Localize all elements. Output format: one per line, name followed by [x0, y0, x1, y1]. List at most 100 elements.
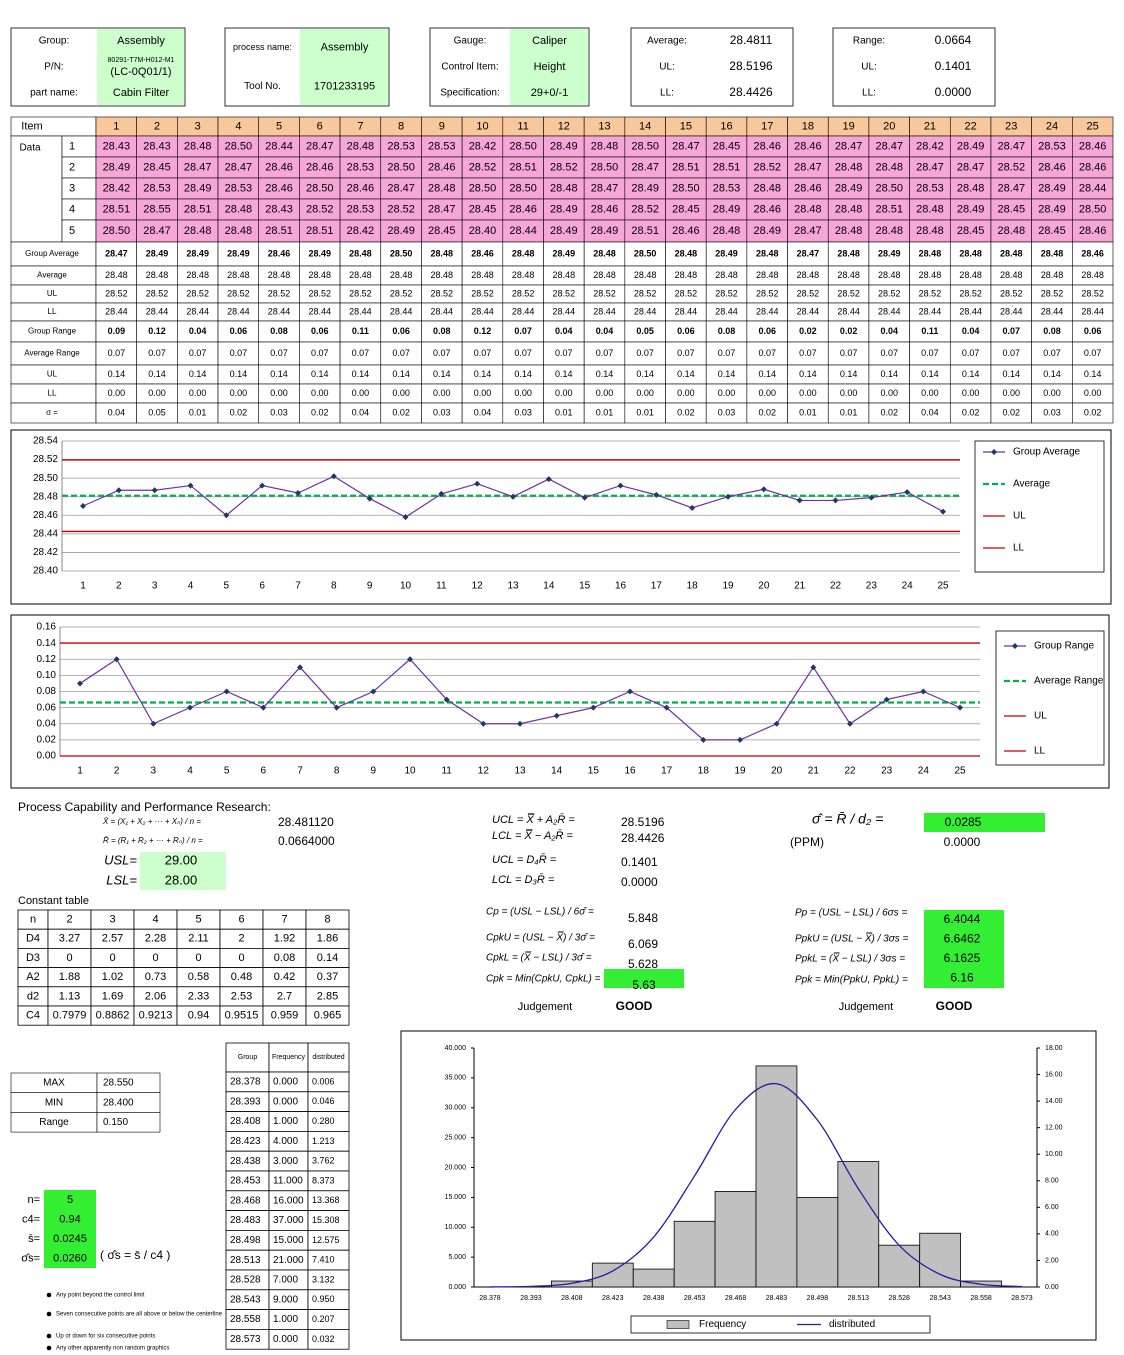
stat-cell: 28.44 — [431, 306, 454, 316]
distribution-curve — [489, 1083, 1023, 1288]
range-label: MAX — [43, 1078, 65, 1089]
x-tick-label: 24 — [918, 766, 930, 777]
stat-cell: 28.46 — [471, 248, 494, 258]
data-cell: 28.52 — [306, 203, 334, 215]
data-cell: 28.53 — [225, 182, 253, 194]
stat-cell: 0.00 — [1043, 388, 1061, 398]
stat-cell: 0.00 — [840, 388, 858, 398]
data-cell: 28.47 — [306, 140, 334, 152]
data-cell: 28.50 — [1079, 203, 1107, 215]
formula: Pp = (USL − LSL) / 6σs = — [795, 908, 907, 919]
stat-cell: 28.50 — [390, 248, 413, 258]
stat-cell: 0.00 — [799, 388, 817, 398]
data-cell: 28.46 — [591, 203, 619, 215]
stat-cell: 0.14 — [311, 369, 329, 379]
data-cell: 28.47 — [184, 161, 212, 173]
stat-cell: 0.00 — [108, 388, 126, 398]
freq-cell: 0.000 — [273, 1077, 298, 1088]
freq-cell: 28.573 — [230, 1334, 261, 1345]
y-tick-label: 0.14 — [37, 638, 57, 649]
stat-cell: 28.44 — [1041, 306, 1064, 316]
legend — [630, 1315, 931, 1334]
stat-cell: 0.08 — [433, 326, 451, 336]
stat-cell: 0.03 — [270, 407, 288, 417]
data-point — [847, 720, 853, 727]
freq-cell: 28.438 — [230, 1156, 261, 1167]
data-point — [737, 736, 743, 743]
cell — [258, 241, 300, 267]
value-column — [510, 29, 588, 105]
field-label: UL: — [861, 62, 877, 73]
stat-cell: 28.52 — [553, 288, 576, 298]
freq-cell: 7.410 — [312, 1255, 335, 1265]
data-point — [113, 656, 120, 663]
constant-cell: 2.28 — [145, 933, 166, 945]
bar — [755, 1065, 798, 1288]
bar — [714, 1191, 757, 1288]
bar — [796, 1196, 839, 1288]
stat-cell: 28.44 — [1081, 306, 1104, 316]
data-cell: 28.52 — [753, 161, 781, 173]
legend-label: Average — [1013, 479, 1051, 490]
data-point — [297, 664, 303, 671]
formula-value: 0.1401 — [621, 855, 658, 869]
data-cell: 28.47 — [998, 140, 1026, 152]
item-number: 6 — [317, 120, 323, 132]
data-cell: 28.46 — [306, 161, 334, 173]
x-tick-label: 18 — [698, 766, 710, 777]
stat-cell: 28.48 — [797, 270, 820, 280]
freq-cell: 8.373 — [312, 1175, 335, 1185]
stat-cell: 28.52 — [146, 288, 169, 298]
data-point — [725, 493, 731, 500]
data-cell: 28.49 — [550, 225, 578, 237]
field-value: 0.0664 — [935, 33, 972, 47]
judgement-label: Judgement — [839, 1001, 893, 1013]
bullet — [46, 1333, 52, 1339]
item-number: 4 — [235, 120, 241, 132]
stat-cell: 0.02 — [799, 326, 817, 336]
sample-label: s̄= — [28, 1233, 40, 1245]
cell — [746, 241, 788, 267]
data-cell: 28.46 — [672, 225, 700, 237]
data-cell: 28.50 — [672, 182, 700, 194]
data-cell: 28.46 — [428, 161, 456, 173]
stat-cell: 28.48 — [1041, 248, 1064, 258]
formula-value: 6.1625 — [944, 951, 981, 965]
stat-cell: 28.44 — [593, 306, 616, 316]
data-cell: 28.47 — [387, 182, 415, 194]
stat-cell: 28.46 — [1081, 248, 1104, 258]
data-cell: 28.48 — [916, 225, 944, 237]
value-highlight — [44, 1229, 96, 1249]
data-cell: 28.52 — [998, 161, 1026, 173]
stat-cell: 28.48 — [919, 248, 942, 258]
stat-cell: 28.44 — [308, 306, 331, 316]
stat-cell: 28.52 — [268, 288, 291, 298]
constant-cell: 2.11 — [188, 933, 209, 945]
freq-header: Group — [238, 1054, 258, 1061]
x-tick-label: 5 — [224, 581, 230, 592]
y2-tick-label: 18.00 — [1045, 1045, 1063, 1052]
bar — [632, 1268, 675, 1288]
data-point — [187, 482, 194, 489]
legend-label: Frequency — [699, 1319, 746, 1330]
y2-tick-label: 6.00 — [1045, 1204, 1059, 1211]
stat-cell: 0.12 — [148, 326, 166, 336]
x-tick-label: 3 — [152, 581, 158, 592]
x-tick-label: 9 — [367, 581, 373, 592]
stat-cell: 28.48 — [1041, 270, 1064, 280]
data-cell: 28.50 — [509, 182, 537, 194]
data-cell: 28.47 — [428, 203, 456, 215]
formula: CpkL = (X̿ − LSL) / 3σ̂ = — [486, 951, 592, 964]
constant-cell: 0.48 — [231, 971, 252, 983]
freq-cell: 28.483 — [230, 1215, 261, 1226]
stat-cell: 28.48 — [1000, 270, 1023, 280]
field-value: Cabin Filter — [113, 87, 170, 99]
stat-cell: 28.44 — [512, 306, 535, 316]
legend-label: Group Range — [1034, 641, 1094, 652]
stat-cell: 28.52 — [1000, 288, 1023, 298]
legend-label: LL — [1013, 543, 1025, 554]
stat-cell: 0.07 — [718, 348, 736, 358]
item-number: 24 — [1046, 120, 1058, 132]
x-tick-label: 28.378 — [479, 1295, 501, 1302]
formula-value: 0.0000 — [621, 875, 658, 889]
